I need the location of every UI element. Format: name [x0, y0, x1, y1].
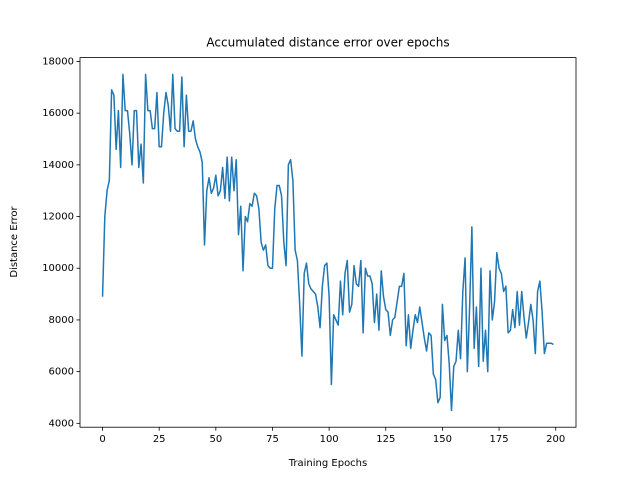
x-tick-label: 200 [546, 434, 565, 445]
y-tick-label: 18000 [42, 56, 74, 67]
x-tick-label: 75 [266, 434, 279, 445]
y-tick-label: 16000 [42, 108, 74, 119]
y-tick-label: 8000 [49, 315, 74, 326]
y-tick-label: 14000 [42, 160, 74, 171]
x-tick-label: 175 [490, 434, 509, 445]
y-tick-label: 6000 [49, 367, 74, 378]
x-tick-label: 100 [320, 434, 339, 445]
data-line [101, 73, 554, 412]
x-tick-label: 125 [376, 434, 395, 445]
x-tick-label: 150 [433, 434, 452, 445]
x-tick-label: 50 [209, 434, 222, 445]
x-axis-label: Training Epochs [288, 458, 367, 469]
y-tick-label: 4000 [49, 418, 74, 429]
y-axis-label: Distance Error [9, 205, 20, 277]
chart-title: Accumulated distance error over epochs [206, 36, 449, 50]
x-tick-label: 25 [153, 434, 166, 445]
axes-frame [79, 57, 577, 428]
y-tick-label: 12000 [42, 212, 74, 223]
x-tick-label: 0 [99, 434, 105, 445]
y-tick-label: 10000 [42, 263, 74, 274]
